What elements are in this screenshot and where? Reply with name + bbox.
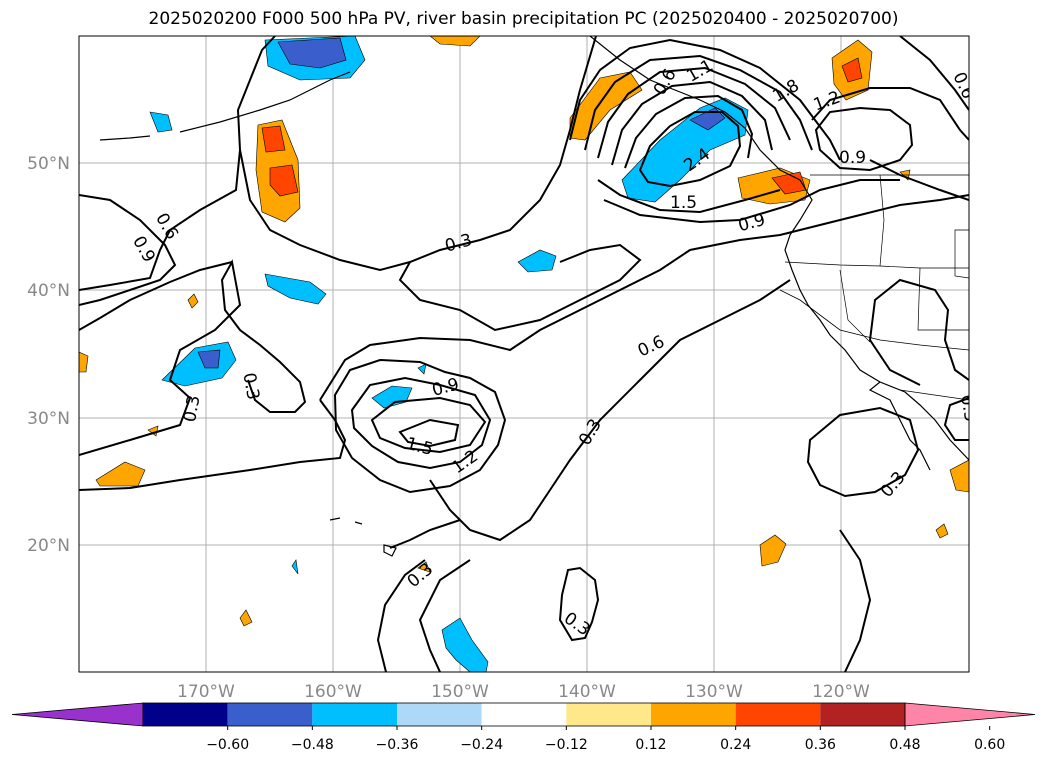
- lat-tick-label: 30°N: [27, 409, 70, 429]
- coastlines: [99, 36, 969, 557]
- colorbar-tick-label: 0.48: [889, 737, 920, 753]
- lon-tick-label: 130°W: [685, 682, 743, 702]
- colorbar-swatch: [735, 703, 821, 726]
- colorbar-swatch: [651, 703, 736, 726]
- colorbar-tick-label: 0.24: [720, 737, 751, 753]
- colorbar-tick-label: −0.12: [545, 737, 588, 753]
- colorbar-swatch: [143, 703, 228, 726]
- colorbar-extend-low: [11, 702, 144, 727]
- colorbar-extend-high: [904, 702, 1036, 727]
- lat-tick-labels: 50°N 40°N 30°N 20°N: [27, 154, 70, 556]
- lon-tick-label: 120°W: [812, 682, 870, 702]
- lon-tick-label: 150°W: [431, 682, 489, 702]
- map-title: 2025020200 F000 500 hPa PV, river basin …: [148, 9, 899, 29]
- lon-tick-label: 170°W: [177, 682, 235, 702]
- colorbar-tick-label: −0.60: [206, 737, 249, 753]
- colorbar-tick-label: 0.12: [635, 737, 666, 753]
- colorbar: [11, 702, 1036, 727]
- pv-contours: [79, 36, 969, 672]
- colorbar-frame: [142, 702, 906, 727]
- lon-tick-label: 160°W: [304, 682, 362, 702]
- colorbar-swatch: [481, 703, 567, 726]
- contour-label: 0.3: [180, 394, 204, 424]
- colorbar-swatch: [397, 703, 482, 726]
- colorbar-swatch: [312, 703, 397, 726]
- colorbar-tick-label: −0.48: [291, 737, 334, 753]
- colorbar-swatch: [820, 703, 905, 726]
- colorbar-swatch: [227, 703, 313, 726]
- colorbar-tick-label: 0.60: [974, 737, 1005, 753]
- colorbar-tick-label: −0.36: [376, 737, 419, 753]
- colorbar-swatch: [566, 703, 651, 726]
- precip-shading: [79, 36, 969, 672]
- map-frame: [78, 35, 970, 673]
- colorbar-tick-labels: −0.60 −0.48 −0.36 −0.24 −0.12 0.12 0.24 0.36 0.4…: [206, 726, 1005, 753]
- contour-label: 0.3: [238, 371, 262, 401]
- lon-tick-labels: 170°W 160°W 150°W 140°W 130°W 120°W: [177, 682, 870, 702]
- contour-label: 1.5: [670, 193, 697, 213]
- lat-tick-label: 40°N: [27, 281, 70, 301]
- borders: [784, 174, 969, 401]
- lat-tick-label: 50°N: [27, 154, 70, 174]
- colorbar-tick-label: 0.36: [805, 737, 836, 753]
- lon-tick-label: 140°W: [558, 682, 616, 702]
- contour-label: 0.9: [839, 148, 866, 168]
- lat-tick-label: 20°N: [27, 536, 70, 556]
- colorbar-tick-label: −0.24: [460, 737, 503, 753]
